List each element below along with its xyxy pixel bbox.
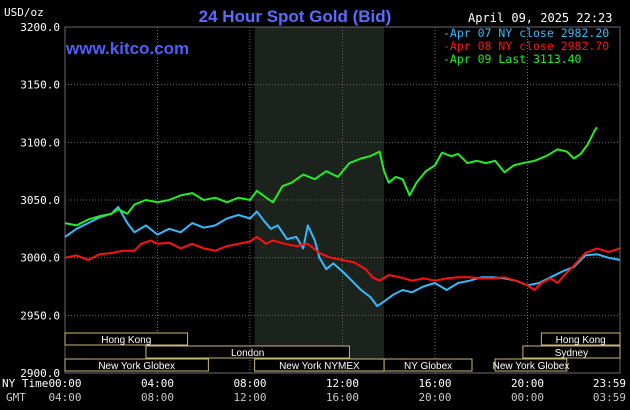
session-label: New York NYMEX: [279, 361, 360, 372]
x-tick-label-gmt: 12:00: [233, 391, 266, 404]
session-box: [64, 332, 189, 346]
x-tick-label-ny: 23:59: [593, 377, 626, 390]
series-line: [64, 126, 598, 227]
chart-title: 24 Hour Spot Gold (Bid): [199, 7, 392, 26]
session-label: Hong Kong: [556, 335, 606, 346]
kitco-site-label: www.kitco.com: [65, 39, 189, 58]
session-label: London: [231, 348, 264, 359]
price-series: [64, 126, 621, 308]
plot-frame: [64, 26, 621, 374]
y-tick-label: 3100.0: [20, 136, 60, 149]
x-tick-label-ny: 00:00: [48, 377, 81, 390]
ny-time-row-label: NY Time: [2, 377, 48, 390]
x-tick-label-ny: 04:00: [141, 377, 174, 390]
chart-timestamp: April 09, 2025 22:23: [468, 11, 613, 25]
x-tick-label-gmt: 03:59: [593, 391, 626, 404]
session-box: [383, 358, 473, 372]
y-tick-label: 3200.0: [20, 21, 60, 34]
session-box: [494, 358, 568, 372]
x-tick-label-gmt: 16:00: [326, 391, 359, 404]
y-axis-ticks: 3200.0 3150.0 3100.0 3050.0 3000.0 2950.0 2900…: [20, 21, 60, 380]
x-tick-label-ny: 20:00: [511, 377, 544, 390]
session-box: [522, 345, 621, 359]
legend-entry: -Apr 08 NY close 2982.70: [443, 39, 609, 53]
x-tick-label-ny: 08:00: [233, 377, 266, 390]
x-tick-label-gmt: 00:00: [511, 391, 544, 404]
session-box: [64, 358, 209, 372]
x-tick-label-gmt: 08:00: [141, 391, 174, 404]
grid-lines: [64, 26, 621, 374]
session-box: [540, 332, 621, 346]
x-tick-label-ny: 12:00: [326, 377, 359, 390]
x-axis-ticks: 00:0004:0004:0008:0008:0012:0012:0016:00…: [48, 377, 626, 404]
session-label: NY Globex: [404, 361, 452, 372]
x-tick-label-gmt: 04:00: [48, 391, 81, 404]
y-tick-label: 2900.0: [20, 367, 60, 380]
x-tick-label-gmt: 20:00: [418, 391, 451, 404]
session-label: Hong Kong: [101, 335, 151, 346]
x-tick-label-ny: 16:00: [418, 377, 451, 390]
session-box: [145, 345, 350, 359]
y-tick-label: 3150.0: [20, 79, 60, 92]
chart-legend: -Apr 07 NY close 2982.20-Apr 08 NY close…: [443, 26, 609, 66]
y-tick-label: 3050.0: [20, 194, 60, 207]
gmt-row-label: GMT: [6, 391, 26, 404]
session-label: New York Globex: [493, 361, 570, 372]
series-line: [64, 235, 621, 291]
legend-entry: -Apr 09 Last 3113.40: [443, 52, 582, 66]
legend-entry: -Apr 07 NY close 2982.20: [443, 26, 609, 40]
session-label: New York Globex: [98, 361, 175, 372]
y-axis-unit-label: USD/oz: [4, 6, 44, 19]
y-tick-label: 3000.0: [20, 252, 60, 265]
y-tick-label: 2950.0: [20, 309, 60, 322]
trading-sessions: Hong Kong London New York Globex New York N…: [64, 332, 621, 372]
session-label: Sydney: [555, 348, 588, 359]
